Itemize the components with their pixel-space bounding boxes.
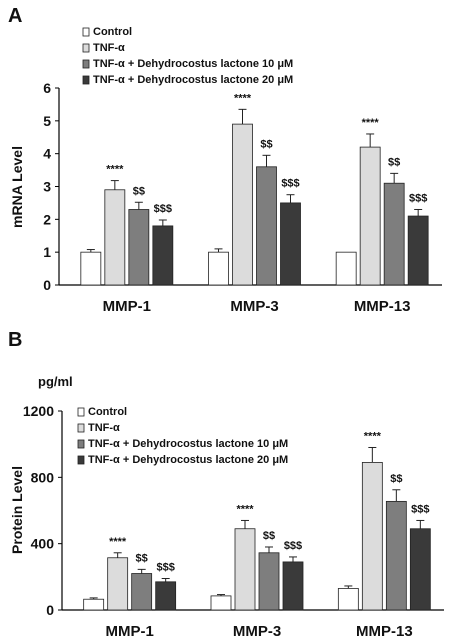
bar-a-mmp-1-3 [152, 225, 174, 286]
panel-b-legend: Control TNF-α TNF-α + Dehydrocostus lacton… [77, 406, 288, 466]
significance-label-b-mmp-13-2: $$ [390, 473, 402, 485]
y-tick-label-b-2: 800 [31, 469, 55, 485]
significance-label-a-mmp-13-1: **** [362, 117, 380, 129]
significance-label-b-mmp-1-2: $$ [136, 552, 148, 564]
panel-a-y-axis-title: mRNA Level [9, 146, 25, 228]
bar-b-mmp-13-1 [361, 462, 383, 611]
bar-a-mmp-13-3 [407, 215, 429, 286]
y-tick-label-a-2: 2 [43, 211, 51, 227]
bar-a-mmp-13-2 [383, 182, 405, 286]
legend-label-a-2: TNF-α + Dehydrocostus lactone 10 μM [93, 58, 293, 70]
bar-b-mmp-13-2 [385, 500, 407, 611]
significance-label-a-mmp-3-2: $$ [260, 138, 272, 150]
significance-label-b-mmp-3-1: **** [236, 503, 254, 515]
y-tick-label-a-1: 1 [43, 244, 51, 260]
bar-a-mmp-13-1 [359, 146, 381, 286]
category-label-b-mmp-3: MMP-3 [233, 623, 281, 640]
legend-swatch-a-2 [82, 59, 90, 69]
category-label-a-mmp-13: MMP-13 [354, 298, 411, 315]
y-tick-label-b-1: 400 [31, 536, 55, 552]
panel-a-plot: 0123456****$$$$$MMP-1****$$$$$MMP-3****$… [43, 80, 442, 315]
legend-swatch-a-3 [82, 75, 90, 85]
y-tick-label-b-0: 0 [46, 602, 54, 618]
y-tick-label-a-0: 0 [43, 277, 51, 293]
y-tick-label-a-6: 6 [43, 80, 51, 96]
bar-a-mmp-3-3 [280, 202, 301, 286]
significance-label-b-mmp-13-3: $$$ [411, 503, 429, 515]
bar-a-mmp-1-0 [80, 251, 102, 286]
significance-label-b-mmp-3-3: $$$ [284, 540, 302, 552]
legend-swatch-b-3 [77, 455, 85, 465]
significance-label-b-mmp-3-2: $$ [263, 530, 275, 542]
y-tick-label-a-5: 5 [43, 113, 51, 129]
significance-label-b-mmp-13-1: **** [364, 430, 382, 442]
legend-swatch-b-1 [77, 423, 85, 433]
legend-label-b-2: TNF-α + Dehydrocostus lactone 10 μM [88, 438, 288, 450]
bar-b-mmp-1-3 [155, 581, 177, 611]
significance-label-a-mmp-13-2: $$ [388, 156, 400, 168]
legend-label-a-3: TNF-α + Dehydrocostus lactone 20 μM [93, 74, 293, 86]
bar-b-mmp-1-1 [107, 557, 129, 611]
legend-label-b-1: TNF-α [88, 422, 120, 434]
category-label-b-mmp-13: MMP-13 [356, 623, 413, 640]
bar-a-mmp-1-2 [128, 209, 150, 286]
y-tick-label-a-3: 3 [43, 179, 51, 195]
bar-b-mmp-3-1 [234, 528, 256, 611]
significance-label-a-mmp-3-3: $$$ [281, 178, 299, 190]
bar-b-mmp-13-0 [337, 588, 359, 611]
panel-b-y-axis-title: Protein Level [9, 466, 25, 554]
significance-label-a-mmp-1-1: **** [106, 164, 124, 176]
legend-label-a-1: TNF-α [93, 42, 125, 54]
legend-swatch-a-0 [82, 27, 90, 37]
y-tick-label-b-3: 1200 [23, 403, 54, 419]
panel-a-label: A [8, 5, 22, 27]
panel-a: A mRNA Level Control TNF-α TNF-α + Dehydro… [8, 5, 442, 315]
bar-a-mmp-1-1 [104, 189, 126, 286]
significance-label-a-mmp-1-3: $$$ [154, 203, 172, 215]
bar-a-mmp-3-1 [232, 123, 253, 286]
legend-label-b-3: TNF-α + Dehydrocostus lactone 20 μM [88, 454, 288, 466]
legend-label-b-0: Control [88, 406, 127, 418]
panel-b: B pg/ml Protein Level Control TNF-α TNF-α … [8, 329, 444, 640]
category-label-b-mmp-1: MMP-1 [105, 623, 153, 640]
bar-b-mmp-1-0 [83, 598, 105, 611]
bar-b-mmp-1-2 [131, 573, 153, 611]
significance-label-b-mmp-1-3: $$$ [156, 561, 174, 573]
significance-label-a-mmp-1-2: $$ [133, 185, 145, 197]
y-tick-label-a-4: 4 [43, 146, 51, 162]
bar-b-mmp-3-0 [210, 595, 232, 611]
bar-b-mmp-3-2 [258, 552, 280, 611]
panel-b-label: B [8, 329, 22, 351]
legend-swatch-b-2 [77, 439, 85, 449]
significance-label-b-mmp-1-1: **** [109, 536, 127, 548]
panel-b-unit-label: pg/ml [38, 374, 73, 389]
bar-b-mmp-3-3 [282, 561, 304, 611]
legend-label-a-0: Control [93, 26, 132, 38]
legend-swatch-b-0 [77, 407, 85, 417]
bar-a-mmp-3-2 [256, 166, 277, 286]
bar-a-mmp-3-0 [208, 251, 229, 286]
bar-b-mmp-13-3 [409, 528, 431, 611]
category-label-a-mmp-3: MMP-3 [230, 298, 278, 315]
significance-label-a-mmp-13-3: $$$ [409, 192, 427, 204]
legend-swatch-a-1 [82, 43, 90, 53]
significance-label-a-mmp-3-1: **** [234, 92, 252, 104]
bar-a-mmp-13-0 [335, 251, 357, 286]
panel-b-plot: 04008001200****$$$$$MMP-1****$$$$$MMP-3*… [23, 403, 444, 640]
category-label-a-mmp-1: MMP-1 [103, 298, 151, 315]
panel-a-legend: Control TNF-α TNF-α + Dehydrocostus lacton… [82, 26, 293, 86]
